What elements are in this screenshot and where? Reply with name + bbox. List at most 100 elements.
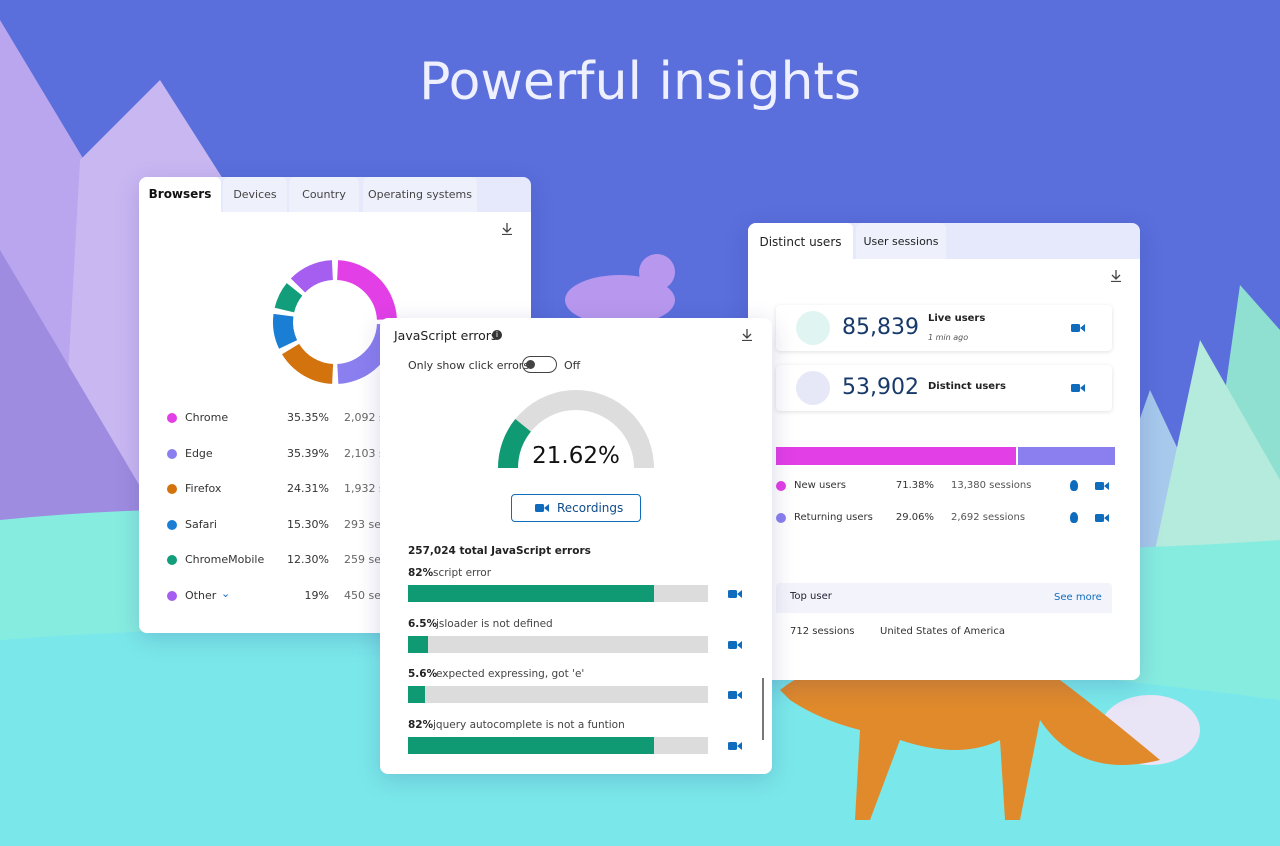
error-bar-track	[408, 635, 708, 653]
download-arrow	[1111, 270, 1121, 282]
top-user-country: United States of America	[880, 626, 1005, 637]
legend-dot	[776, 481, 786, 491]
camera-lens	[1104, 514, 1109, 522]
segment-share: 71.38%	[895, 480, 934, 491]
error-bar-track	[408, 686, 708, 703]
camera-icon	[1071, 324, 1085, 332]
camera-icon	[728, 640, 742, 649]
browser-share: 24.31%	[287, 482, 329, 495]
browser-share: 19%	[304, 588, 329, 602]
camera-icon	[535, 504, 549, 512]
stat-value: 53,902	[842, 375, 919, 400]
segment-bar	[776, 447, 1016, 465]
camera-lens	[737, 741, 742, 750]
flame-icon	[1070, 512, 1078, 523]
total-errors: 257,024 total JavaScript errors	[408, 545, 591, 557]
stat-value: 85,839	[842, 315, 919, 340]
camera-body	[728, 741, 737, 750]
tab-active[interactable]: Browsers	[139, 177, 221, 212]
camera-icon	[1095, 514, 1109, 522]
gauge-label: 21.62%	[532, 443, 620, 469]
camera-body	[1071, 384, 1080, 392]
stat-box: 85,839 Live users 1 min ago	[776, 305, 1112, 351]
tab-active[interactable]: Distinct users	[748, 223, 853, 259]
error-share: 82%	[408, 718, 434, 731]
users-card: Distinct users User sessions 85,839 Live us…	[748, 223, 1140, 680]
camera-body	[1071, 324, 1080, 332]
tab[interactable]: Operating systems	[363, 177, 477, 212]
top-user-title: Top user	[790, 591, 832, 602]
expand-chevron[interactable]: ⌄	[221, 586, 231, 600]
donut-segment	[274, 283, 303, 313]
tab[interactable]: Devices	[223, 177, 287, 212]
camera-lens	[737, 640, 742, 649]
stat-label: Distinct users	[928, 381, 1006, 392]
donut-chart	[273, 260, 397, 384]
error-message: jsloader is not defined	[436, 617, 553, 630]
toggle-label: Only show click errors	[408, 359, 530, 372]
browser-name: Edge	[185, 446, 213, 460]
browser-share: 35.39%	[287, 446, 329, 460]
info-icon: i	[492, 330, 502, 340]
see-more-link[interactable]: See more	[1054, 592, 1102, 603]
browser-share: 35.35%	[287, 411, 329, 424]
toggle[interactable]	[522, 356, 557, 373]
donut-segment	[273, 313, 298, 349]
camera-body	[728, 640, 737, 649]
top-user-sessions: 712 sessions	[790, 626, 855, 637]
camera-lens	[737, 590, 742, 598]
download-icon	[502, 223, 512, 235]
segment-bar	[1017, 447, 1116, 465]
browser-name: Safari	[185, 517, 217, 531]
error-share: 5.6%	[408, 668, 438, 680]
camera-body	[535, 504, 544, 512]
legend-dot	[167, 555, 177, 565]
browser-share: 12.30%	[287, 553, 329, 566]
flame-icon	[1070, 480, 1078, 491]
recordings-button[interactable]: Recordings	[511, 494, 641, 522]
button-label: Recordings	[557, 501, 624, 515]
camera-icon	[1071, 384, 1085, 392]
browser-name: ChromeMobile	[185, 553, 265, 566]
error-bar	[408, 635, 428, 653]
gauge	[498, 390, 654, 469]
toggle-state: Off	[564, 359, 581, 372]
legend-dot	[776, 513, 786, 523]
legend-dot	[167, 448, 177, 459]
error-bar-track	[408, 736, 708, 754]
download-arrow	[502, 223, 512, 235]
stat-sub: 1 min ago	[928, 333, 969, 342]
camera-icon	[728, 691, 742, 699]
error-message: script error	[433, 567, 492, 579]
legend-dot	[167, 519, 177, 530]
donut-segment	[290, 260, 334, 293]
page-title: Powerful insights	[419, 52, 861, 112]
stat-label: Live users	[928, 313, 986, 324]
card-title: JavaScript errors	[394, 328, 498, 343]
error-share: 82%	[408, 567, 434, 579]
stat-box: 53,902 Distinct users	[776, 365, 1112, 411]
camera-body	[728, 590, 737, 598]
donut-segment	[336, 260, 397, 321]
download-icon	[1111, 270, 1121, 282]
top-user-box: Top user See more 712 sessions United State…	[776, 583, 1112, 653]
camera-icon	[728, 741, 742, 750]
legend-dot	[167, 484, 177, 494]
camera-lens	[544, 504, 549, 512]
error-share: 6.5%	[408, 617, 438, 630]
error-bar	[408, 686, 425, 703]
legend-dot	[167, 590, 177, 601]
error-bar	[408, 736, 654, 754]
tab[interactable]: Country	[289, 177, 359, 212]
camera-lens	[1104, 482, 1109, 490]
donut-segment	[282, 343, 334, 384]
segment-name: New users	[794, 480, 847, 491]
browser-name: Other	[185, 588, 217, 602]
toggle-knob	[526, 360, 535, 369]
tab[interactable]: User sessions	[856, 223, 946, 259]
error-message: expected expressing, got 'e'	[436, 668, 585, 680]
stat-icon	[796, 371, 830, 405]
error-bar-track	[408, 585, 708, 602]
js-errors-card: JavaScript errors i Only show click errors…	[380, 318, 772, 774]
